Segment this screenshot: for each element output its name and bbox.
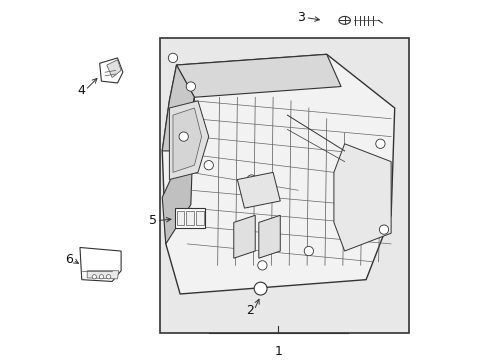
Circle shape bbox=[246, 175, 256, 184]
Bar bbox=[186, 211, 194, 225]
Polygon shape bbox=[106, 60, 121, 78]
Polygon shape bbox=[237, 172, 280, 208]
Text: 1: 1 bbox=[274, 345, 282, 358]
Polygon shape bbox=[173, 108, 201, 172]
Polygon shape bbox=[162, 65, 194, 151]
Circle shape bbox=[179, 218, 188, 227]
Text: 5: 5 bbox=[148, 214, 157, 227]
Circle shape bbox=[106, 275, 110, 279]
Circle shape bbox=[99, 275, 103, 279]
Text: 4: 4 bbox=[77, 84, 85, 96]
Circle shape bbox=[179, 132, 188, 141]
Text: 2: 2 bbox=[246, 303, 254, 316]
Bar bbox=[176, 211, 184, 225]
Circle shape bbox=[203, 161, 213, 170]
Bar bbox=[196, 211, 203, 225]
Circle shape bbox=[379, 225, 388, 234]
Text: 3: 3 bbox=[297, 11, 305, 24]
Bar bbox=[160, 38, 408, 333]
Circle shape bbox=[375, 139, 384, 148]
Circle shape bbox=[254, 282, 266, 295]
Polygon shape bbox=[87, 271, 119, 279]
Polygon shape bbox=[258, 215, 280, 258]
Circle shape bbox=[304, 246, 313, 256]
Polygon shape bbox=[162, 97, 194, 244]
Polygon shape bbox=[80, 247, 121, 282]
Bar bbox=[174, 208, 205, 228]
Circle shape bbox=[92, 275, 96, 279]
Ellipse shape bbox=[338, 17, 349, 24]
Circle shape bbox=[168, 53, 177, 63]
Text: 6: 6 bbox=[65, 253, 73, 266]
Polygon shape bbox=[233, 215, 255, 258]
Circle shape bbox=[257, 261, 266, 270]
Polygon shape bbox=[333, 144, 390, 251]
Polygon shape bbox=[162, 54, 394, 294]
Polygon shape bbox=[100, 58, 122, 83]
Circle shape bbox=[186, 82, 195, 91]
Polygon shape bbox=[169, 101, 208, 180]
Polygon shape bbox=[176, 54, 340, 97]
